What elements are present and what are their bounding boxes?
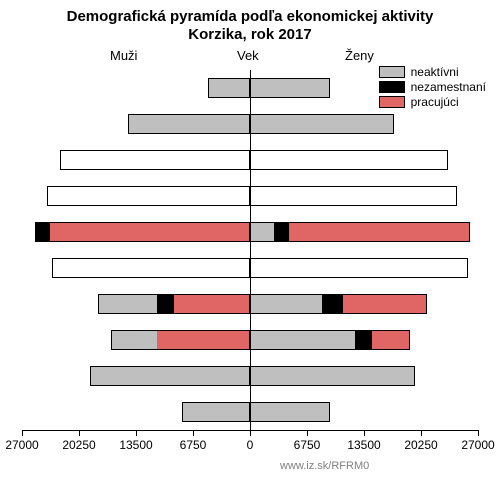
segment xyxy=(343,295,426,313)
segment xyxy=(372,331,410,349)
segment xyxy=(251,331,355,349)
segment xyxy=(48,187,249,205)
x-axis: 270002025013500675006750135002025027000 xyxy=(22,430,478,470)
bar-left-85 xyxy=(208,78,250,98)
bar-left-75 xyxy=(128,114,250,134)
bar-right-25 xyxy=(250,294,427,314)
header-center: Vek xyxy=(237,48,259,63)
segment xyxy=(36,223,50,241)
bar-right-85 xyxy=(250,78,330,98)
x-tick xyxy=(421,430,422,436)
x-tick-label: 27000 xyxy=(5,438,38,452)
bar-right-65 xyxy=(250,150,448,170)
bar-right-55 xyxy=(250,186,457,206)
bar-right-5 xyxy=(250,366,415,386)
segment xyxy=(50,223,249,241)
segment xyxy=(251,367,414,385)
x-tick xyxy=(478,430,479,436)
title-line-1: Demografická pyramída podľa ekonomickej … xyxy=(67,8,434,25)
bar-left-65 xyxy=(60,150,250,170)
x-tick xyxy=(307,430,308,436)
bar-right-15 xyxy=(250,330,410,350)
x-tick-label: 13500 xyxy=(347,438,380,452)
bar-right-45 xyxy=(250,222,470,242)
bar-left-35 xyxy=(52,258,250,278)
plot-area: 857565554535251550 xyxy=(22,70,478,430)
header-right: Ženy xyxy=(345,48,374,63)
segment xyxy=(99,295,157,313)
segment xyxy=(129,115,249,133)
segment xyxy=(251,79,329,97)
x-tick-label: 0 xyxy=(247,438,254,452)
segment xyxy=(157,295,174,313)
segment xyxy=(209,79,249,97)
segment xyxy=(251,187,456,205)
x-tick xyxy=(136,430,137,436)
chart-title: Demografická pyramída podľa ekonomickej … xyxy=(0,0,500,44)
bar-left-5 xyxy=(90,366,250,386)
x-tick-label: 20250 xyxy=(62,438,95,452)
bar-left-15 xyxy=(111,330,250,350)
bar-right-75 xyxy=(250,114,394,134)
segment xyxy=(174,295,249,313)
segment xyxy=(91,367,249,385)
bar-right-0 xyxy=(250,402,330,422)
title-line-2: Korzika, rok 2017 xyxy=(188,26,311,43)
segment xyxy=(251,223,274,241)
x-tick-label: 20250 xyxy=(404,438,437,452)
x-tick-label: 13500 xyxy=(119,438,152,452)
segment xyxy=(251,259,467,277)
pyramid-chart: Demografická pyramída podľa ekonomickej … xyxy=(0,0,500,500)
header-left: Muži xyxy=(110,48,137,63)
x-tick xyxy=(22,430,23,436)
segment xyxy=(112,331,158,349)
x-tick-label: 6750 xyxy=(294,438,321,452)
x-tick xyxy=(79,430,80,436)
bar-left-0 xyxy=(182,402,250,422)
bar-left-55 xyxy=(47,186,250,206)
bar-left-45 xyxy=(35,222,250,242)
x-tick xyxy=(364,430,365,436)
x-tick-label: 27000 xyxy=(461,438,494,452)
segment xyxy=(61,151,249,169)
segment xyxy=(251,151,447,169)
segment xyxy=(274,223,289,241)
bar-left-25 xyxy=(98,294,250,314)
bar-right-35 xyxy=(250,258,468,278)
segment xyxy=(157,331,249,349)
segment xyxy=(251,115,393,133)
segment xyxy=(53,259,249,277)
segment xyxy=(355,331,372,349)
watermark: www.iz.sk/RFRM0 xyxy=(280,460,369,472)
segment xyxy=(251,295,322,313)
x-tick xyxy=(250,430,251,436)
segment xyxy=(289,223,468,241)
x-tick-label: 6750 xyxy=(180,438,207,452)
segment xyxy=(183,403,249,421)
x-tick xyxy=(193,430,194,436)
segment xyxy=(251,403,329,421)
segment xyxy=(322,295,343,313)
